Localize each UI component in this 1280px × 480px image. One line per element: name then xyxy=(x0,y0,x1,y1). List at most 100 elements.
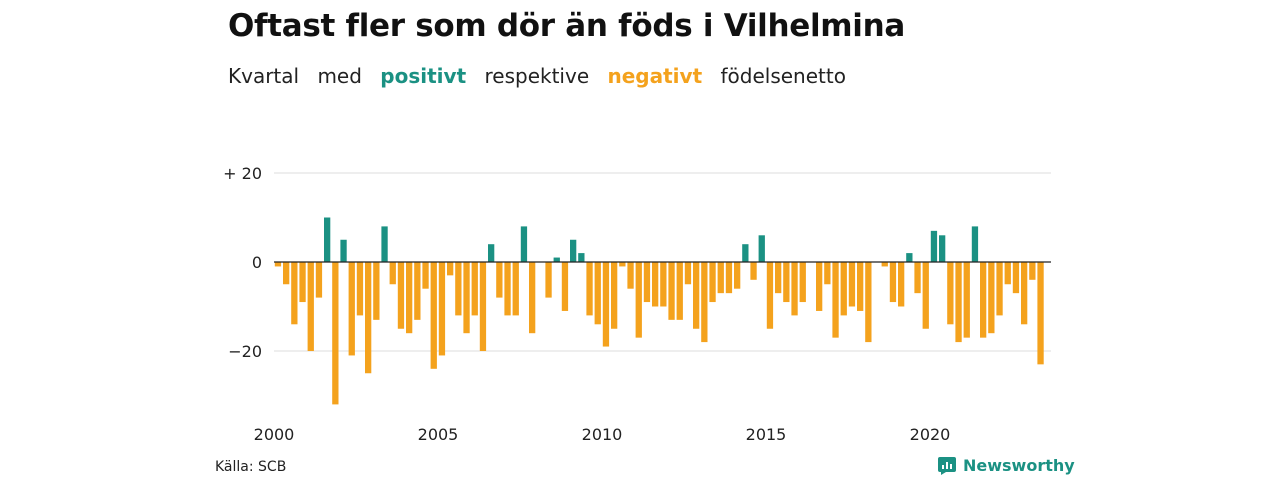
bar xyxy=(570,239,577,262)
subtitle-text-1: Kvartal xyxy=(228,64,300,88)
bar xyxy=(865,262,872,343)
bar xyxy=(578,253,585,262)
bar xyxy=(922,262,929,329)
bar xyxy=(857,262,864,311)
bar xyxy=(848,262,856,307)
bar xyxy=(365,262,372,374)
bar xyxy=(283,262,290,285)
bar xyxy=(1021,262,1028,325)
bar xyxy=(307,262,314,351)
bar xyxy=(799,262,806,303)
bar xyxy=(512,262,519,316)
bar xyxy=(889,262,897,303)
bar xyxy=(725,262,733,294)
bar xyxy=(955,262,962,343)
bar xyxy=(684,262,692,285)
bar xyxy=(627,262,634,289)
bar xyxy=(693,262,700,329)
bar xyxy=(742,244,749,262)
bar xyxy=(389,262,396,285)
bar xyxy=(447,262,454,276)
bar xyxy=(340,239,347,262)
subtitle-text-3: respektive xyxy=(484,64,590,88)
bar xyxy=(660,262,667,307)
bar xyxy=(775,262,782,294)
bar xyxy=(758,235,765,262)
bar xyxy=(791,262,798,316)
bar xyxy=(1037,262,1044,365)
legend-negative: negativt xyxy=(607,64,703,88)
bar xyxy=(980,262,987,338)
bar xyxy=(898,262,905,307)
bar xyxy=(471,262,478,316)
bar xyxy=(602,262,610,347)
bar xyxy=(422,262,429,289)
bar xyxy=(348,262,355,356)
bar xyxy=(373,262,380,320)
bar xyxy=(397,262,405,329)
bar xyxy=(930,230,938,262)
bar xyxy=(504,262,511,316)
x-tick-label: 2000 xyxy=(254,425,295,444)
bar xyxy=(438,262,446,356)
y-tick-label: 0 xyxy=(252,253,262,272)
bar xyxy=(939,235,946,262)
bar xyxy=(586,262,593,316)
bar xyxy=(881,262,888,267)
bar xyxy=(274,262,282,267)
bar xyxy=(545,262,552,298)
bar xyxy=(324,217,331,262)
x-tick-label: 2015 xyxy=(746,425,787,444)
bar xyxy=(824,262,831,285)
bar xyxy=(520,226,528,262)
bar xyxy=(783,262,790,303)
bar xyxy=(529,262,536,334)
bar xyxy=(963,262,970,338)
bar xyxy=(635,262,642,338)
bar xyxy=(561,262,569,311)
bar xyxy=(1029,262,1036,280)
bar xyxy=(332,262,339,405)
bar xyxy=(479,262,487,351)
bar xyxy=(652,262,659,307)
bar xyxy=(1004,262,1011,285)
bar xyxy=(947,262,954,325)
bar xyxy=(668,262,675,320)
bar-chart: + 20 0 −20 2000 2005 2010 2015 2020 xyxy=(223,164,1051,444)
bar xyxy=(701,262,708,343)
bar xyxy=(971,226,979,262)
bar xyxy=(619,262,626,267)
y-tick-label: −20 xyxy=(228,342,262,361)
bar xyxy=(676,262,683,320)
legend-positive: positivt xyxy=(380,64,467,88)
bar xyxy=(717,262,724,294)
bar xyxy=(766,262,774,329)
bar xyxy=(750,262,757,280)
bar xyxy=(414,262,421,320)
bar xyxy=(496,262,503,298)
bar xyxy=(1012,262,1020,294)
bar xyxy=(594,262,601,325)
source-note: Källa: SCB xyxy=(215,459,287,475)
bar xyxy=(553,257,560,262)
bar xyxy=(906,253,913,262)
bar xyxy=(455,262,462,316)
bar xyxy=(430,262,437,369)
x-tick-label: 2010 xyxy=(582,425,623,444)
bar xyxy=(996,262,1003,316)
chart-title: Oftast fler som dör än föds i Vilhelmina xyxy=(228,8,906,44)
bar xyxy=(488,244,495,262)
bar xyxy=(816,262,823,311)
bar xyxy=(643,262,651,303)
bar xyxy=(988,262,995,334)
subtitle-text-4: födelsenetto xyxy=(720,64,846,88)
newsworthy-logo-icon xyxy=(938,456,956,475)
subtitle-text-2: med xyxy=(317,64,362,88)
bar xyxy=(381,226,388,262)
bar xyxy=(914,262,921,294)
chart-subtitle: Kvartal med positivt respektive negativt… xyxy=(228,64,858,88)
bar xyxy=(734,262,741,289)
bar xyxy=(840,262,847,316)
bar xyxy=(611,262,618,329)
bar xyxy=(832,262,839,338)
